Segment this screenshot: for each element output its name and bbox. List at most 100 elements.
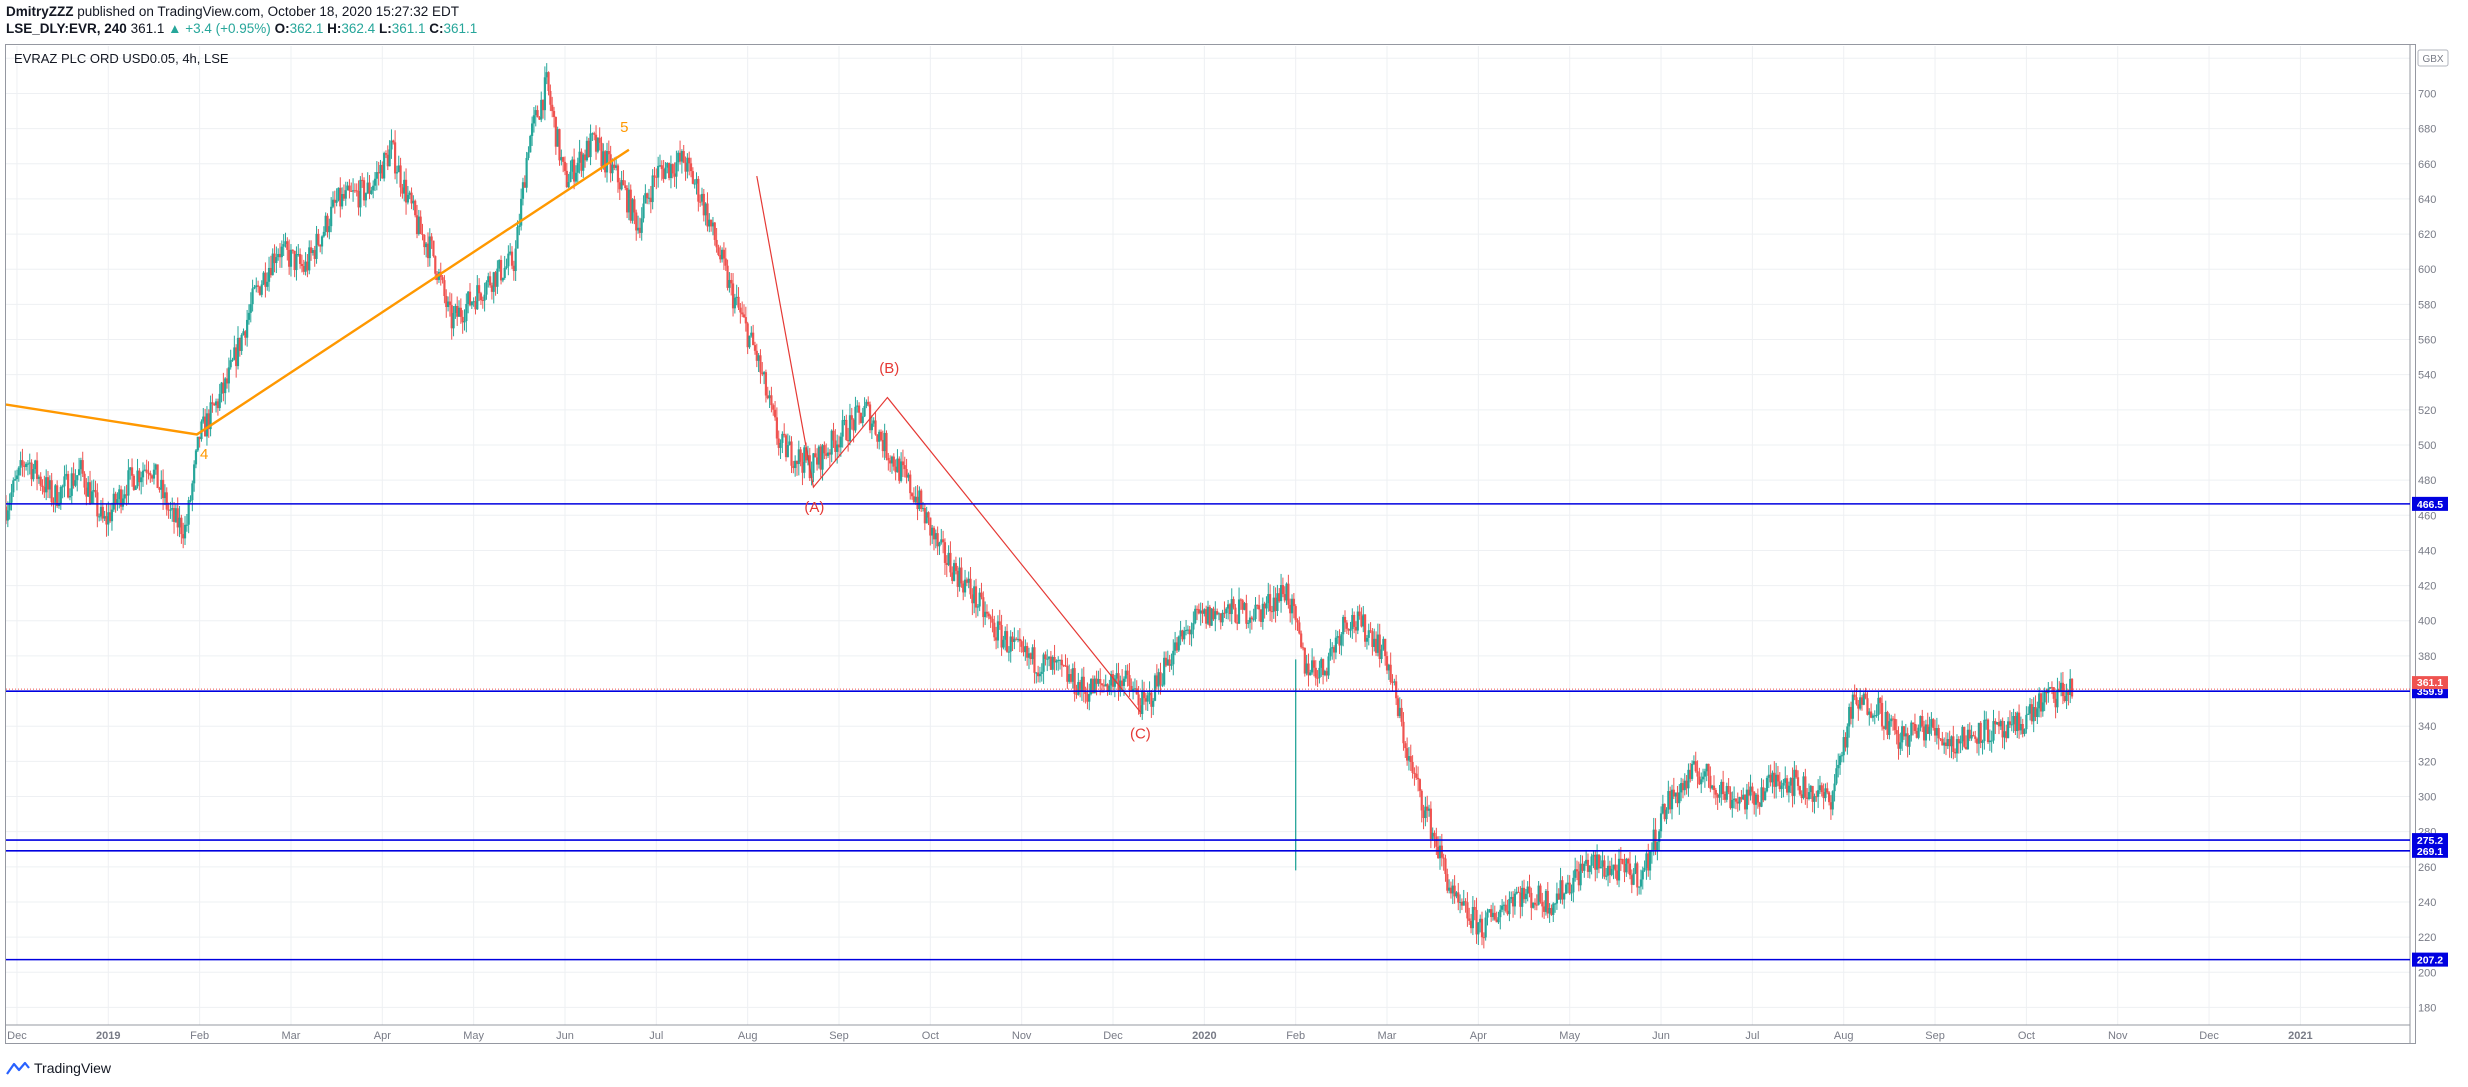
candle-body [149,473,152,476]
candle-body [1137,694,1140,706]
candle-body [1119,680,1122,692]
candle-body [1190,629,1193,635]
candle-body [666,163,669,168]
candle-body [1532,902,1535,908]
candle-body [8,502,11,511]
candle-body [1515,891,1518,894]
candle-body [1342,616,1345,635]
candle-body [136,470,139,487]
candle-body [1345,622,1348,629]
candle-body [79,460,82,470]
candle-body [1380,649,1383,659]
candle-body [1307,663,1310,676]
candle-body [1632,873,1635,885]
candle-body [172,507,176,522]
candle-body [1501,905,1504,910]
candle-body [748,335,751,348]
candle-body [1533,902,1537,905]
candle-body [980,592,983,598]
candle-body [1870,711,1873,718]
candle-body [675,162,678,177]
candle-body [463,321,466,323]
candle-body [1351,614,1354,630]
candle-body [297,254,300,256]
y-tick-label: 380 [2418,651,2436,663]
candle-body [753,345,757,351]
candle-body [1798,785,1801,795]
wave-label: 5 [620,119,628,136]
candle-body [1153,675,1157,701]
candle-body [1360,616,1363,627]
candle-body [1194,608,1197,624]
x-tick-label: Feb [190,1030,209,1042]
candle-body [401,187,404,194]
candle-body [1015,638,1018,640]
x-tick-label: Sep [1925,1030,1945,1042]
candle-body [1395,681,1398,699]
tradingview-brand[interactable]: TradingView [6,1060,111,1076]
candle-body [1449,887,1453,894]
x-tick-label: Aug [1834,1030,1854,1042]
candle-body [92,490,95,492]
candle-body [397,165,400,173]
candle-body [1438,845,1442,859]
candle-body [419,216,422,234]
candle-body [713,222,716,240]
candle-body [1374,638,1378,653]
candle-body [1663,803,1666,820]
candle-body [63,476,66,487]
candle-body [1701,776,1705,780]
candle-body [2052,687,2055,699]
candle-body [1557,893,1560,900]
candle-body [70,473,73,496]
x-tick-label: Dec [7,1030,27,1042]
candle-body [2027,713,2030,715]
candle-body [295,254,298,271]
candle-body [1427,808,1431,811]
candle-body [898,458,901,481]
candle-body [525,157,528,188]
candle-body [1037,672,1040,677]
candle-body [609,154,612,174]
candle-body [1999,720,2002,727]
candle-body [109,512,112,522]
candle-body [1225,608,1228,614]
candle-body [607,151,610,155]
candle-body [2067,690,2070,695]
candle-body [1517,891,1520,893]
candle-body [1590,856,1593,866]
candle-body [1016,638,1020,640]
candle-body [1796,777,1800,786]
candle-body [1163,657,1166,685]
candle-body [1859,697,1862,709]
candle-body [415,215,419,235]
candle-body [304,261,307,272]
candle-body [921,508,925,510]
candle-body [1906,733,1909,747]
candle-body [1046,658,1049,660]
candle-body [538,117,541,120]
candle-body [1965,746,1968,750]
candle-body [1667,791,1670,810]
candle-body [1848,706,1851,727]
candle-body [1510,896,1513,899]
candle-body [773,409,777,418]
candle-body [1603,860,1606,877]
candle-body [651,175,654,203]
candle-body [704,203,707,216]
candle-body [1247,622,1250,624]
candle-body [1901,726,1904,743]
candle-body [302,266,305,272]
candle-body [1164,657,1168,666]
candle-body [2070,678,2074,697]
candle-body [1407,756,1411,761]
candle-body [335,200,338,203]
candle-body [450,305,453,329]
candle-body [1683,780,1686,791]
candle-body [505,266,508,268]
candle-body [2061,682,2065,697]
candle-body [1595,854,1599,870]
candle-body [189,500,192,502]
candle-body [1066,665,1069,682]
